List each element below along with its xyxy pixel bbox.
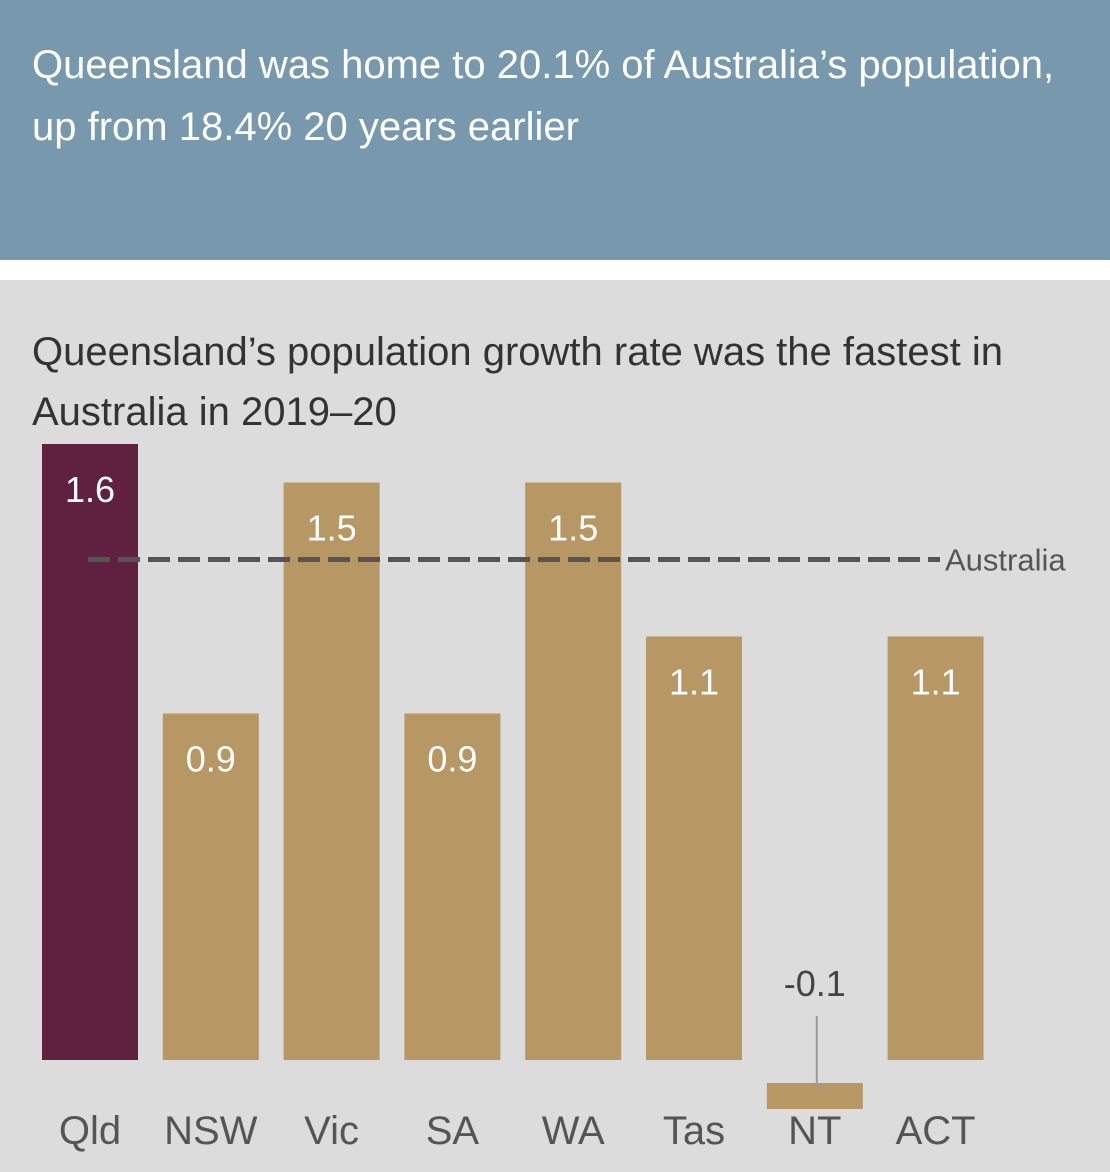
value-label-qld: 1.6 [65, 469, 115, 510]
bar-act [887, 636, 984, 1060]
category-label-tas: Tas [663, 1109, 725, 1153]
bar-sa [404, 713, 501, 1060]
value-label-nt: -0.1 [784, 963, 846, 1004]
value-label-sa: 0.9 [427, 739, 477, 780]
category-label-vic: Vic [304, 1109, 359, 1153]
category-label-sa: SA [426, 1109, 480, 1153]
headline-banner: Queensland was home to 20.1% of Australi… [0, 0, 1110, 260]
value-label-vic: 1.5 [307, 508, 357, 549]
category-label-nsw: NSW [164, 1109, 258, 1153]
value-label-act: 1.1 [911, 662, 961, 703]
category-label-act: ACT [896, 1109, 976, 1153]
bar-qld [42, 444, 138, 1060]
bar-vic [283, 482, 380, 1060]
chart-panel: Queensland’s population growth rate was … [0, 280, 1110, 1172]
category-label-qld: Qld [59, 1109, 121, 1153]
bar-nsw [162, 713, 259, 1060]
australia-reference-label: Australia [945, 543, 1066, 578]
chart-title: Queensland’s population growth rate was … [32, 330, 1003, 434]
headline-text: Queensland was home to 20.1% of Australi… [32, 43, 1055, 149]
bar-chart: Australia 1.6 0.9 1.5 0.9 1.5 1.1 -0.1 1.1 Qld NSW… [42, 444, 1066, 1153]
bar-nt [766, 1083, 863, 1109]
value-label-tas: 1.1 [669, 662, 719, 703]
category-label-wa: WA [542, 1109, 605, 1153]
value-label-wa: 1.5 [548, 508, 598, 549]
category-label-nt: NT [788, 1109, 841, 1153]
bar-wa [525, 482, 622, 1060]
value-label-nsw: 0.9 [186, 739, 236, 780]
bar-tas [646, 636, 742, 1060]
